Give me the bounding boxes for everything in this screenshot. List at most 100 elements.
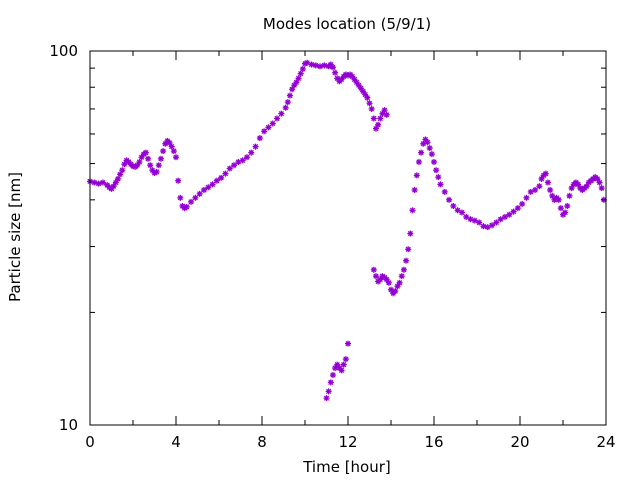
- data-point: [332, 69, 339, 76]
- data-point: [392, 288, 399, 295]
- data-point: [596, 179, 603, 186]
- data-point: [377, 115, 384, 122]
- data-point: [323, 395, 330, 402]
- data-point: [196, 190, 203, 197]
- data-point: [265, 124, 272, 131]
- data-point: [484, 224, 491, 231]
- data-point: [226, 165, 233, 172]
- data-point: [514, 205, 521, 212]
- data-point: [138, 154, 145, 161]
- data-point: [506, 211, 513, 218]
- data-point: [519, 200, 526, 207]
- data-point: [155, 162, 162, 169]
- data-point: [532, 186, 539, 193]
- data-point: [173, 154, 179, 161]
- data-point: [394, 283, 401, 290]
- data-point: [407, 230, 414, 237]
- x-tick-label: 0: [85, 433, 95, 451]
- data-point: [413, 172, 420, 179]
- data-point: [160, 148, 167, 155]
- data-point: [409, 207, 416, 214]
- data-point: [493, 219, 500, 226]
- data-point: [383, 111, 390, 118]
- data-point: [252, 143, 259, 150]
- data-point: [415, 158, 422, 165]
- data-point: [497, 216, 504, 223]
- data-point: [489, 222, 496, 229]
- x-tick-label: 24: [596, 433, 615, 451]
- data-point: [95, 180, 102, 187]
- data-point: [476, 219, 483, 226]
- data-point: [428, 151, 435, 158]
- data-point: [110, 183, 117, 190]
- data-point: [450, 203, 457, 210]
- data-point: [396, 279, 403, 286]
- data-point: [269, 120, 276, 127]
- data-point: [542, 170, 549, 177]
- data-point: [261, 128, 268, 135]
- data-point: [168, 143, 175, 150]
- data-point: [243, 154, 250, 161]
- data-point: [209, 181, 216, 188]
- data-point: [284, 99, 291, 106]
- data-point: [463, 213, 470, 220]
- data-point: [329, 64, 336, 71]
- data-point: [99, 179, 106, 186]
- data-point: [366, 100, 373, 107]
- data-point: [398, 273, 405, 280]
- data-point: [183, 203, 190, 210]
- data-point: [437, 181, 444, 188]
- data-point: [205, 184, 212, 191]
- data-point: [405, 246, 412, 253]
- data-point: [424, 139, 431, 146]
- data-point: [299, 66, 306, 73]
- data-point: [312, 62, 319, 69]
- data-point: [308, 61, 315, 68]
- data-point: [147, 162, 154, 169]
- data-point: [325, 388, 332, 395]
- data-point: [454, 207, 461, 214]
- data-point: [136, 158, 143, 165]
- data-point: [433, 167, 440, 174]
- data-point: [385, 279, 392, 286]
- data-point: [364, 94, 371, 101]
- data-point: [340, 361, 347, 368]
- data-point: [145, 155, 152, 162]
- data-point: [286, 92, 293, 99]
- data-point: [327, 379, 334, 386]
- data-point: [375, 121, 382, 128]
- data-point: [274, 115, 281, 122]
- data-point: [446, 196, 453, 203]
- data-point: [368, 105, 375, 112]
- data-point: [536, 183, 543, 190]
- data-point: [501, 213, 508, 220]
- data-point: [510, 208, 517, 215]
- data-point: [218, 174, 225, 181]
- data-point: [282, 104, 289, 111]
- data-point: [114, 175, 121, 182]
- data-point: [557, 205, 564, 212]
- y-axis: 10 100: [49, 42, 606, 434]
- data-point: [153, 168, 160, 175]
- data-point: [317, 63, 324, 70]
- x-tick-label: 8: [257, 433, 267, 451]
- data-point: [555, 196, 562, 203]
- data-point: [362, 91, 369, 98]
- data-point: [278, 110, 285, 117]
- data-point: [297, 70, 304, 77]
- data-point: [142, 149, 149, 156]
- data-point: [357, 85, 364, 92]
- data-point: [426, 145, 433, 152]
- y-tick-label: 10: [59, 416, 78, 434]
- data-point: [321, 62, 328, 69]
- data-point: [411, 186, 418, 193]
- x-axis: 0 4 8 12 16 20 24: [85, 51, 616, 451]
- x-tick-label: 12: [338, 433, 357, 451]
- data-point: [157, 155, 164, 162]
- data-point: [431, 158, 437, 165]
- plot-frame: [89, 50, 607, 426]
- data-point: [338, 367, 345, 374]
- data-point: [170, 148, 177, 155]
- data-point: [256, 135, 263, 142]
